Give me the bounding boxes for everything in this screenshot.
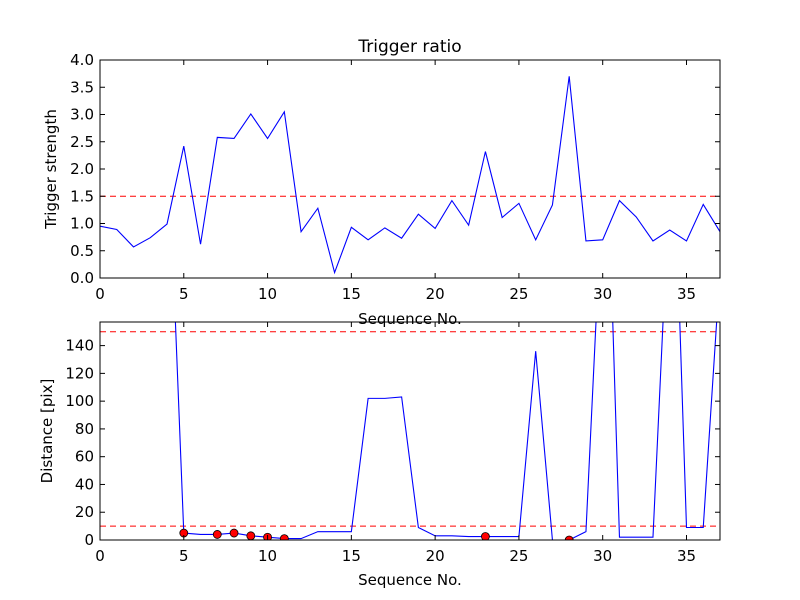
- bottom-y-tick-label: 0: [84, 531, 94, 549]
- bottom-y-tick-label: 120: [65, 364, 94, 382]
- bottom-plot-panel: Sequence No. Distance [pix] 0 5 10 15 20 25 30…: [38, 321, 721, 589]
- top-x-tick-label: 10: [258, 285, 277, 303]
- top-y-tick-label: 0.5: [70, 242, 94, 260]
- bottom-x-tick-label: 10: [258, 547, 277, 565]
- bottom-y-tick-label: 60: [75, 448, 94, 466]
- top-y-tick-label: 4.0: [70, 51, 94, 69]
- bottom-marker-point: [212, 530, 222, 539]
- top-y-tick-label: 0.0: [70, 269, 94, 287]
- top-series-line-0: [100, 76, 720, 275]
- top-y-tick-label: 3.0: [70, 106, 94, 124]
- bottom-y-tick-label: 140: [65, 337, 94, 355]
- top-x-tick-label: 20: [426, 285, 445, 303]
- bottom-x-tick-label: 30: [593, 547, 612, 565]
- bottom-marker-point: [564, 535, 574, 540]
- top-x-tick-label: 5: [179, 285, 189, 303]
- top-x-tick-label: 35: [677, 285, 696, 303]
- bottom-series-line-0: [174, 322, 718, 540]
- bottom-x-tick-label: 20: [426, 547, 445, 565]
- bottom-x-tick-label: 35: [677, 547, 696, 565]
- bottom-marker-point: [481, 532, 490, 540]
- bottom-marker-point: [229, 528, 239, 538]
- top-y-tick-label: 1.5: [70, 187, 94, 205]
- top-y-tick-label: 2.5: [70, 133, 94, 151]
- bottom-x-tick-label: 0: [95, 547, 105, 565]
- top-y-tick-label: 1.0: [70, 215, 94, 233]
- top-x-axis-label: Sequence No.: [358, 310, 462, 328]
- top-plot-panel: Trigger ratio Sequence No. Trigger stren…: [42, 37, 721, 328]
- bottom-x-tick-label: 5: [179, 547, 189, 565]
- bottom-y-axis-label: Distance [pix]: [38, 379, 56, 484]
- bottom-x-axis-label: Sequence No.: [358, 571, 462, 589]
- top-y-axis-label: Trigger strength: [42, 109, 60, 230]
- bottom-x-tick-label: 25: [509, 547, 528, 565]
- bottom-y-tick-label: 80: [75, 420, 94, 438]
- bottom-plot-frame: [99, 321, 721, 541]
- bottom-marker-point: [246, 531, 256, 540]
- bottom-x-tick-label: 15: [342, 547, 361, 565]
- top-y-tick-label: 3.5: [70, 78, 94, 96]
- top-x-tick-label: 15: [342, 285, 361, 303]
- top-y-tick-label: 2.0: [70, 160, 94, 178]
- bottom-marker-point: [279, 534, 289, 540]
- top-plot-frame: [99, 59, 721, 279]
- top-x-tick-label: 0: [95, 285, 105, 303]
- bottom-y-tick-label: 20: [75, 503, 94, 521]
- bottom-y-tick-label: 40: [75, 475, 94, 493]
- top-x-tick-label: 30: [593, 285, 612, 303]
- bottom-y-tick-label: 100: [65, 392, 94, 410]
- top-chart-title: Trigger ratio: [357, 37, 461, 57]
- top-x-tick-label: 25: [509, 285, 528, 303]
